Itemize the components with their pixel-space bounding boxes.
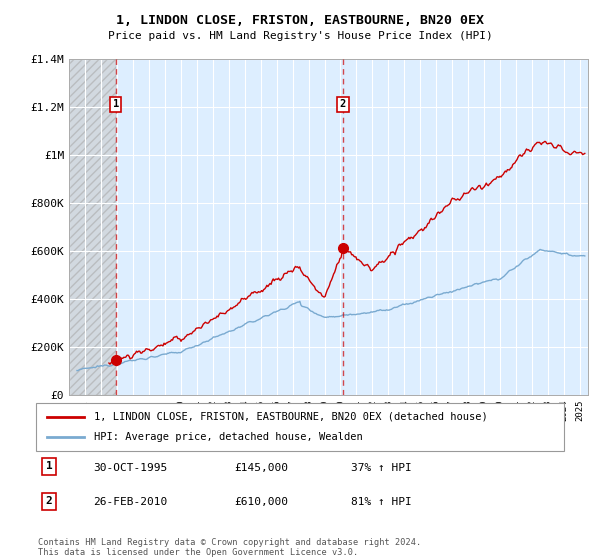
- Text: £145,000: £145,000: [234, 463, 288, 473]
- Text: 1: 1: [46, 461, 53, 472]
- Text: 1, LINDON CLOSE, FRISTON, EASTBOURNE, BN20 0EX: 1, LINDON CLOSE, FRISTON, EASTBOURNE, BN…: [116, 14, 484, 27]
- Text: 1, LINDON CLOSE, FRISTON, EASTBOURNE, BN20 0EX (detached house): 1, LINDON CLOSE, FRISTON, EASTBOURNE, BN…: [94, 412, 488, 422]
- Text: 2: 2: [46, 496, 53, 506]
- Text: 2: 2: [340, 99, 346, 109]
- Text: Price paid vs. HM Land Registry's House Price Index (HPI): Price paid vs. HM Land Registry's House …: [107, 31, 493, 41]
- Bar: [69, 59, 116, 395]
- Text: 1: 1: [113, 99, 119, 109]
- Text: 26-FEB-2010: 26-FEB-2010: [93, 497, 167, 507]
- FancyBboxPatch shape: [36, 403, 564, 451]
- Text: HPI: Average price, detached house, Wealden: HPI: Average price, detached house, Weal…: [94, 432, 363, 442]
- Text: 81% ↑ HPI: 81% ↑ HPI: [351, 497, 412, 507]
- Text: £610,000: £610,000: [234, 497, 288, 507]
- Text: 37% ↑ HPI: 37% ↑ HPI: [351, 463, 412, 473]
- Text: Contains HM Land Registry data © Crown copyright and database right 2024.
This d: Contains HM Land Registry data © Crown c…: [38, 538, 421, 557]
- Text: 30-OCT-1995: 30-OCT-1995: [93, 463, 167, 473]
